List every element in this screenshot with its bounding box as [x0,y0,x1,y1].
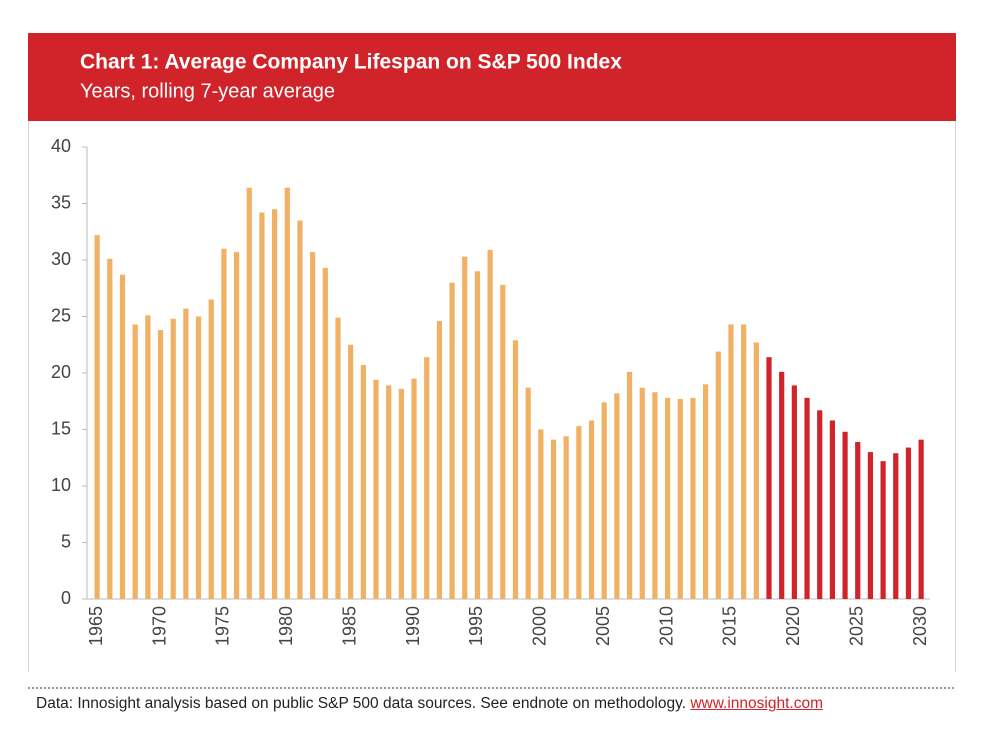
bar [703,384,709,599]
bar [855,441,861,599]
bar [576,426,582,599]
bar [779,371,785,599]
y-tick-label: 25 [51,305,71,325]
footer: Data: Innosight analysis based on public… [36,695,823,713]
bar [145,315,151,599]
bar [322,267,328,599]
x-tick-label: 2000 [530,606,550,646]
x-tick-label: 2025 [846,606,866,646]
bar [411,378,417,599]
bar [690,397,696,599]
bar [284,187,290,599]
chart-title: Chart 1: Average Company Lifespan on S&P… [80,51,622,74]
chart-subtitle: Years, rolling 7-year average [80,80,335,102]
bar [119,274,126,599]
bar [753,342,759,599]
bar [233,252,240,599]
y-tick-label: 30 [51,249,71,269]
bar [677,398,683,599]
bar [614,393,620,599]
bar [829,420,835,599]
y-tick-label: 20 [51,362,71,382]
bar [525,387,531,599]
bar [335,317,341,599]
link[interactable]: www.innosight.com [690,695,823,712]
bar [310,252,316,599]
y-tick-label: 0 [61,588,71,608]
bar [715,351,721,599]
bar [867,452,874,599]
bar [424,357,430,599]
bar [817,410,823,599]
bar [588,420,595,599]
bar [436,321,443,599]
bar [741,324,747,599]
y-tick-label: 40 [51,136,71,156]
x-tick-label: 1980 [276,606,296,646]
bar [905,447,912,599]
bar [94,235,100,599]
bar [348,344,354,599]
x-tick-label: 2030 [910,606,930,646]
bar [791,385,797,599]
bar [487,249,493,599]
y-tick-label: 5 [61,531,71,551]
source-note: Data: Innosight analysis based on public… [36,695,687,712]
bar [157,330,164,599]
bar [221,248,227,599]
bar [107,258,113,599]
header-band [28,33,956,121]
x-tick-label: 2015 [720,606,740,646]
bar [170,318,176,599]
bar [373,379,379,599]
bar [918,439,924,599]
bar [842,431,848,599]
bar [880,461,886,599]
bar [462,256,468,599]
bar [246,187,252,599]
bar [563,436,569,599]
bar [259,212,265,600]
bar [639,387,645,599]
y-tick-label: 15 [51,418,71,438]
x-tick-label: 2010 [656,606,676,646]
x-tick-label: 1995 [466,606,486,646]
bar [297,220,303,599]
bar [893,453,899,599]
bar [550,439,557,599]
y-tick-label: 35 [51,192,71,212]
bar [512,340,519,599]
bar [538,429,544,599]
bar [360,365,366,599]
bar [652,392,658,599]
bar [474,271,481,599]
y-tick-label: 10 [51,475,71,495]
bar [208,299,214,599]
bar [766,357,772,599]
x-tick-label: 1970 [149,606,169,646]
bar [398,388,404,599]
bar [664,397,671,599]
x-tick-label: 2005 [593,606,613,646]
bar [728,324,734,599]
bar [449,282,455,599]
bar [195,316,202,599]
bar [183,308,189,599]
x-tick-label: 1975 [213,606,233,646]
bar [132,324,138,599]
bar [386,385,392,599]
x-tick-label: 1985 [339,606,359,646]
x-tick-label: 1990 [403,606,423,646]
bar [272,209,278,599]
bar [626,371,633,599]
bar [804,397,810,599]
bar [601,402,607,599]
bar [500,284,506,599]
x-tick-label: 2020 [783,606,803,646]
x-tick-label: 1965 [86,606,106,646]
